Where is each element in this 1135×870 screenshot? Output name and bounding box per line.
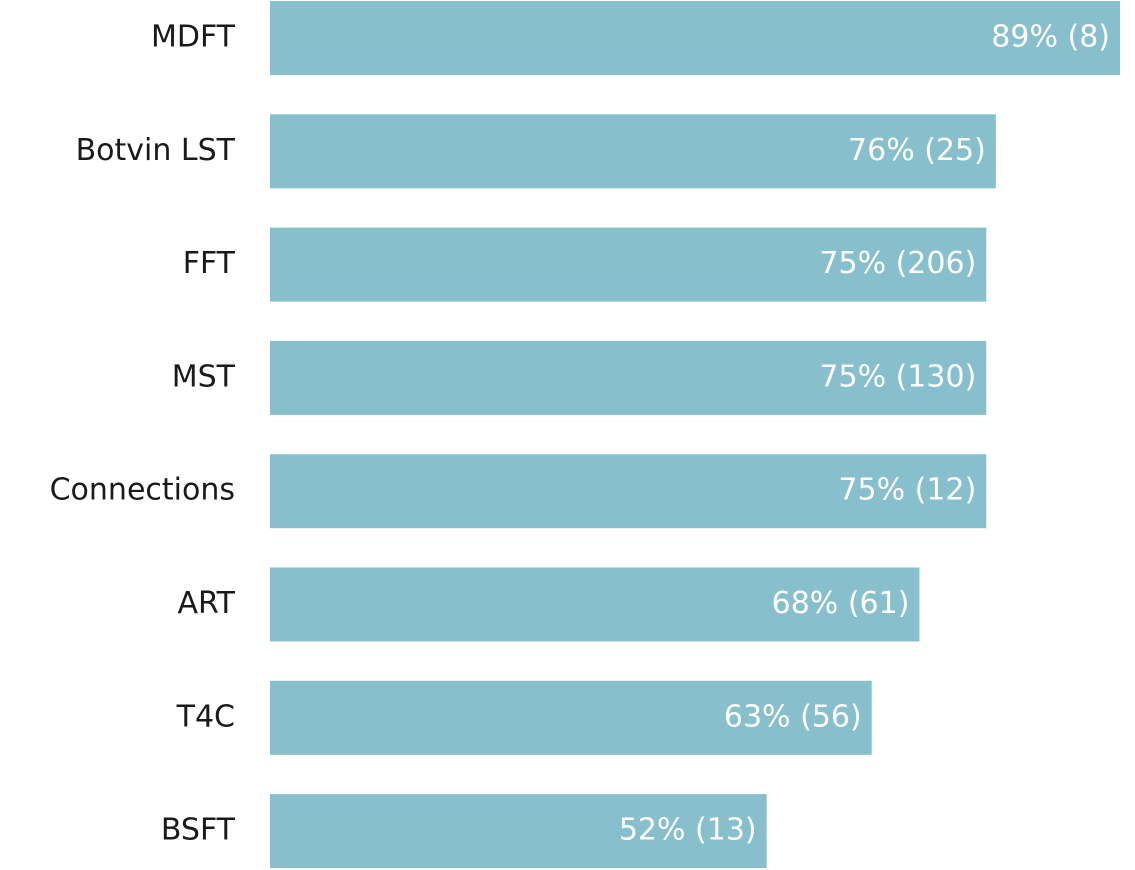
category-label: Botvin LST [76, 133, 236, 168]
bar [270, 340, 987, 415]
category-label: BSFT [161, 813, 236, 848]
value-label: 52% (13) [619, 813, 757, 848]
bar [270, 567, 920, 642]
category-label: MDFT [151, 20, 236, 55]
bar [270, 680, 872, 755]
value-label: 89% (8) [991, 20, 1110, 55]
bar [270, 454, 987, 529]
category-label: ART [177, 586, 235, 621]
bar [270, 1, 1120, 75]
category-label: FFT [183, 246, 236, 281]
bar [270, 227, 987, 302]
bar [270, 114, 996, 189]
value-label: 75% (130) [819, 359, 976, 394]
category-label: Connections [50, 473, 235, 508]
value-label: 63% (56) [724, 699, 862, 734]
category-label: MST [172, 359, 236, 394]
value-label: 75% (12) [838, 473, 976, 508]
value-label: 75% (206) [819, 246, 976, 281]
value-label: 68% (61) [772, 586, 910, 621]
value-label: 76% (25) [848, 133, 986, 168]
bar [270, 794, 767, 869]
category-label: T4C [176, 699, 235, 734]
